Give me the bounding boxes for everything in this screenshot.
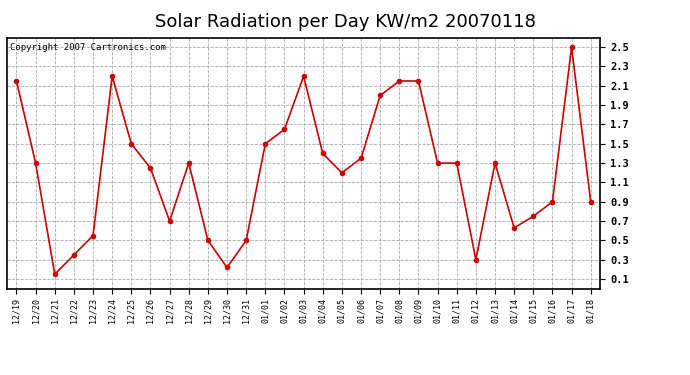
Text: Copyright 2007 Cartronics.com: Copyright 2007 Cartronics.com bbox=[10, 42, 166, 51]
Text: Solar Radiation per Day KW/m2 20070118: Solar Radiation per Day KW/m2 20070118 bbox=[155, 13, 535, 31]
